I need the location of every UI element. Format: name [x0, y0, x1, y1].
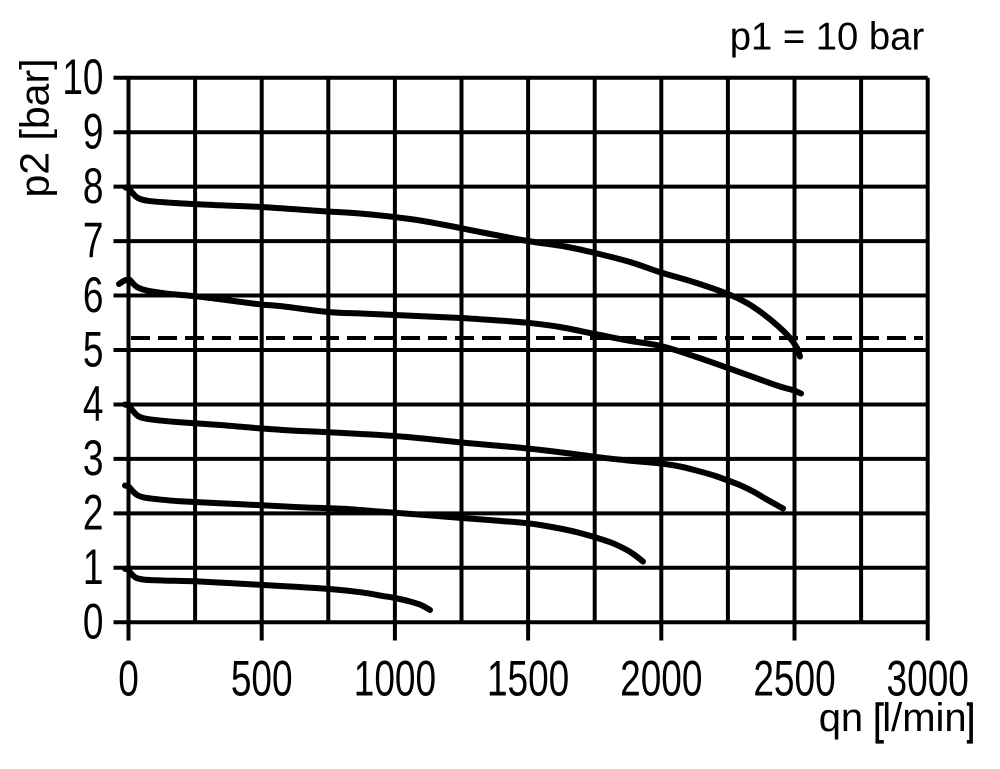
svg-text:3000: 3000: [887, 651, 969, 707]
svg-text:7: 7: [83, 213, 104, 269]
svg-text:2000: 2000: [620, 651, 702, 707]
svg-text:10: 10: [62, 50, 103, 106]
svg-text:0: 0: [83, 594, 104, 650]
svg-text:3: 3: [83, 431, 104, 487]
svg-text:2: 2: [83, 485, 104, 541]
svg-text:p1 = 10 bar: p1 = 10 bar: [730, 16, 925, 59]
svg-text:l/min: l/min: [882, 696, 966, 740]
svg-text:4: 4: [83, 376, 104, 432]
svg-text:2500: 2500: [753, 651, 835, 707]
svg-text:0: 0: [118, 651, 139, 707]
svg-text:8: 8: [83, 159, 104, 215]
svg-text:9: 9: [83, 104, 104, 160]
svg-text:1000: 1000: [354, 651, 436, 707]
svg-text:1500: 1500: [487, 651, 569, 707]
svg-text:p2 [bar]: p2 [bar]: [12, 59, 58, 198]
svg-text:500: 500: [231, 651, 293, 707]
svg-text:5: 5: [83, 322, 104, 378]
svg-text:1: 1: [83, 540, 104, 596]
svg-text:qn: qn: [819, 696, 864, 740]
svg-text:6: 6: [83, 268, 104, 324]
